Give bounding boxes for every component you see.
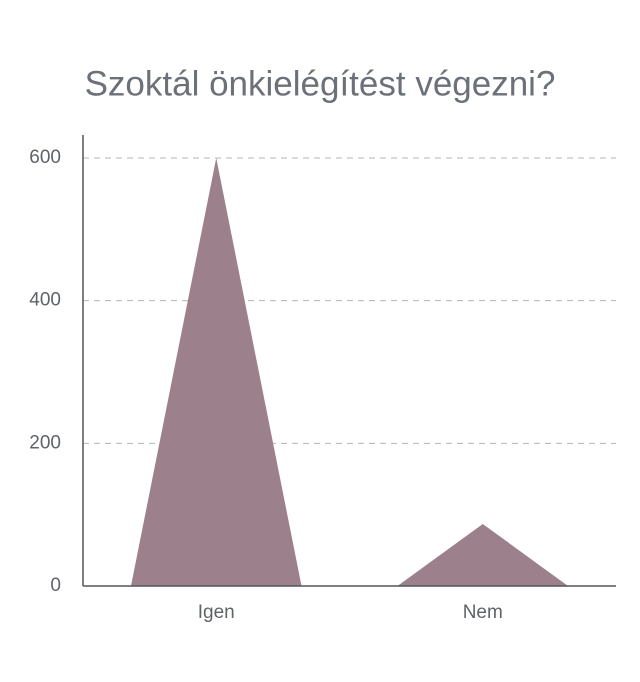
y-tick-label: 200 [29,432,61,453]
bar [130,158,302,586]
y-tick-label: 0 [50,575,61,596]
x-tick-label: Nem [463,602,503,623]
y-tick-label: 600 [29,147,61,168]
y-tick-label: 400 [29,290,61,311]
chart-title: Szoktál önkielégítést végezni? [85,64,556,103]
bar [397,523,569,586]
x-tick-label: Igen [198,602,235,623]
